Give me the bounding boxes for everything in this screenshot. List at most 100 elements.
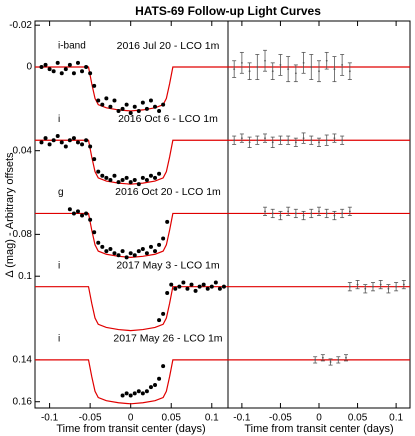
data-point	[112, 98, 117, 103]
y-tick-label: 0.14	[13, 355, 33, 366]
y-tick-label: 0	[26, 62, 32, 73]
data-point	[157, 376, 162, 381]
residual-point	[402, 283, 405, 286]
night-label: 2016 Jul 20 - LCO 1m	[117, 40, 220, 52]
data-point	[165, 290, 170, 295]
data-point	[63, 67, 68, 72]
data-point	[161, 102, 166, 107]
residual-point	[264, 210, 266, 213]
data-point	[165, 219, 170, 224]
data-point	[132, 253, 137, 258]
x-tick-label: 0	[316, 413, 322, 424]
data-point	[201, 282, 206, 287]
data-point	[88, 144, 93, 149]
data-point	[96, 98, 101, 103]
band-label: i	[58, 334, 60, 345]
data-point	[217, 286, 222, 291]
x-axis-label: Time from transit center (days)	[56, 423, 205, 435]
data-point	[71, 211, 76, 216]
data-point	[205, 286, 210, 291]
data-point	[189, 282, 194, 287]
data-point	[120, 177, 125, 182]
data-point	[51, 69, 56, 74]
data-point	[148, 244, 153, 249]
data-point	[108, 247, 113, 252]
residual-point	[256, 139, 259, 142]
data-point	[124, 102, 129, 107]
data-point	[144, 106, 149, 111]
data-point	[55, 60, 60, 65]
data-point	[153, 175, 158, 180]
data-point	[128, 111, 133, 116]
residual-point	[314, 358, 317, 361]
data-point	[132, 104, 137, 109]
data-point	[157, 171, 162, 176]
residual-point	[345, 356, 347, 359]
y-tick-label: 0.08	[13, 229, 33, 240]
data-point	[51, 138, 56, 143]
residual-point	[271, 70, 274, 73]
data-point	[88, 71, 93, 76]
data-point	[181, 280, 186, 285]
residual-point	[264, 137, 266, 140]
data-point	[116, 108, 121, 113]
data-point	[124, 391, 129, 396]
residual-point	[318, 141, 320, 144]
data-point	[96, 240, 101, 245]
data-point	[148, 385, 153, 390]
data-point	[43, 136, 48, 141]
residual-point	[294, 72, 297, 75]
data-point	[104, 249, 109, 254]
residual-point	[329, 361, 332, 363]
data-point	[144, 389, 149, 394]
data-point	[161, 236, 166, 241]
data-point	[92, 230, 97, 235]
data-point	[128, 393, 133, 398]
model-curve	[35, 286, 228, 332]
data-point	[84, 65, 89, 70]
residual-point	[240, 61, 243, 64]
residual-point	[287, 68, 290, 71]
residual-point	[271, 141, 274, 144]
data-point	[209, 284, 214, 289]
residual-point	[240, 137, 243, 140]
band-label: i	[58, 114, 60, 125]
residual-point	[379, 283, 382, 286]
residual-point	[321, 356, 324, 359]
band-label: i	[58, 260, 60, 271]
residual-point	[325, 59, 328, 62]
residual-point	[333, 68, 336, 71]
residual-point	[348, 285, 351, 288]
x-tick-label: 0.05	[162, 413, 182, 424]
data-point	[92, 83, 97, 88]
residual-point	[333, 214, 336, 217]
night-label: 2016 Oct 6 - LCO 1m	[118, 113, 218, 125]
night-label: 2016 Oct 20 - LCO 1m	[115, 186, 221, 198]
data-point	[193, 288, 198, 293]
residual-point	[248, 141, 251, 144]
residual-point	[233, 139, 236, 142]
data-point	[153, 249, 158, 254]
data-point	[213, 280, 218, 285]
night-label: 2017 May 26 - LCO 1m	[113, 333, 222, 345]
data-point	[144, 177, 149, 182]
data-point	[153, 382, 158, 387]
residual-point	[233, 68, 236, 71]
y-tick-label: 0.16	[13, 396, 33, 407]
data-point	[47, 67, 52, 72]
data-point	[104, 96, 109, 101]
residual-point	[348, 210, 351, 213]
residual-point	[341, 139, 344, 142]
plot-frame	[34, 20, 411, 409]
residual-point	[364, 287, 367, 290]
data-point	[39, 65, 44, 70]
x-tick-label: -0.05	[79, 413, 102, 424]
data-point	[221, 284, 226, 289]
data-point	[148, 173, 153, 178]
data-point	[185, 286, 190, 291]
data-point	[157, 318, 162, 323]
y-tick-label: 0.04	[13, 145, 33, 156]
model-curve	[35, 359, 228, 405]
data-point	[153, 104, 158, 109]
data-point	[161, 364, 166, 369]
